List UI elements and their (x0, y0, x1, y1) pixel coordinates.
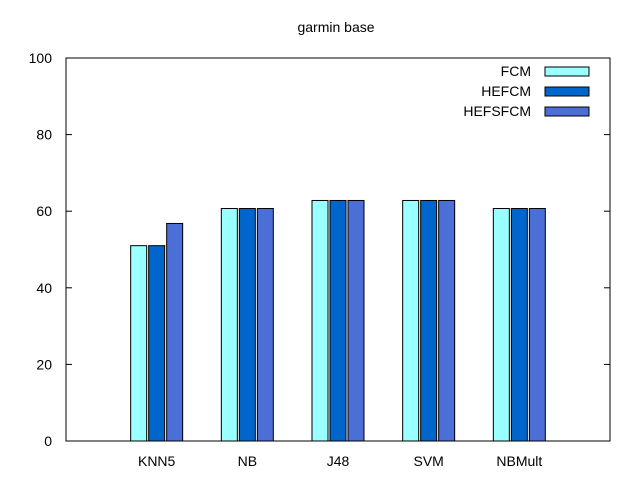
chart-title: garmin base (297, 19, 374, 35)
y-tick-label: 20 (36, 356, 52, 372)
y-axis: 0 20 40 60 80 100 (29, 50, 610, 449)
bar-hefsfcm-svm (438, 199, 456, 442)
y-tick-label: 60 (36, 203, 52, 219)
y-tick-label: 80 (36, 127, 52, 143)
legend-swatch (544, 66, 590, 77)
legend-label: FCM (501, 63, 531, 79)
bar-hefsfcm-nb (256, 208, 274, 442)
y-tick-label: 0 (44, 433, 52, 449)
bar-hefsfcm-nbmult (528, 208, 546, 442)
bar-hefcm-nb (238, 208, 256, 442)
bar-hefsfcm-j48 (347, 199, 365, 442)
x-tick-label: SVM (413, 453, 443, 469)
bar-hefsfcm-knn5 (166, 222, 184, 442)
bar-fcm-j48 (311, 199, 329, 442)
y-tick-label: 40 (36, 280, 52, 296)
legend-label: HEFCM (481, 83, 531, 99)
bar-hefcm-nbmult (510, 208, 528, 442)
bar-hefcm-svm (420, 199, 438, 442)
legend-swatch (544, 86, 590, 97)
bar-fcm-svm (402, 199, 420, 442)
bar-hefcm-knn5 (148, 245, 166, 442)
x-tick-label: J48 (327, 453, 350, 469)
bar-hefcm-j48 (329, 199, 347, 442)
bars (130, 199, 546, 442)
y-tick-label: 100 (29, 50, 53, 66)
x-tick-label: NB (238, 453, 257, 469)
bar-fcm-nb (220, 208, 238, 442)
x-tick-label: KNN5 (138, 453, 176, 469)
bar-fcm-knn5 (130, 245, 148, 442)
legend-label: HEFSFCM (463, 103, 531, 119)
legend: FCM HEFCM HEFSFCM (463, 63, 590, 119)
legend-swatch (544, 106, 590, 117)
bar-fcm-nbmult (492, 208, 510, 442)
x-tick-label: NBMult (496, 453, 542, 469)
